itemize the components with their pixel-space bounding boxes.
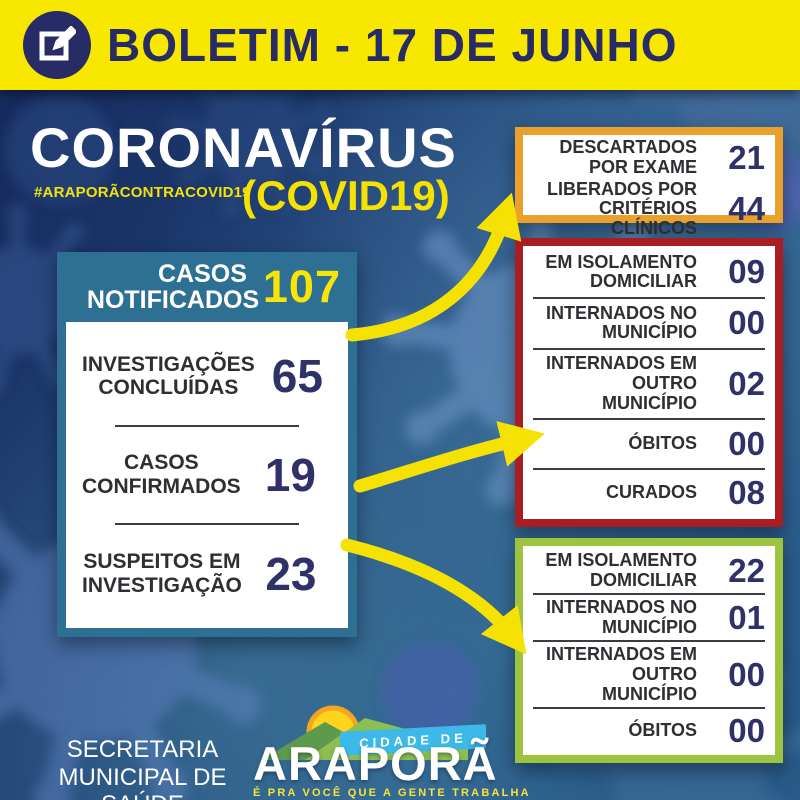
notified-header-label: CASOS NOTIFICADOS: [86, 259, 260, 314]
stat-label: INTERNADOS EM OUTRO MUNICÍPIO: [545, 644, 697, 704]
stat-row: EM ISOLAMENTO DOMICILIAR 09: [523, 252, 775, 294]
stat-label: SUSPEITOS EM INVESTIGAÇÃO: [82, 550, 242, 597]
stat-value: 00: [728, 425, 765, 463]
logo-city-name: ARAPORÃ: [253, 737, 498, 790]
stat-value: 09: [728, 253, 765, 291]
stat-row: ÓBITOS 00: [523, 424, 775, 464]
notified-card-header: CASOS NOTIFICADOS 107: [57, 252, 357, 322]
divider: [533, 707, 765, 710]
stat-row: SUSPEITOS EM INVESTIGAÇÃO 23: [66, 547, 348, 601]
stat-label: INTERNADOS NO MUNICÍPIO: [545, 596, 697, 637]
stat-value: 08: [728, 474, 765, 512]
confirmed-detail-card: EM ISOLAMENTO DOMICILIAR 09 INTERNADOS N…: [515, 238, 783, 527]
stat-label: DESCARTADOS POR EXAME: [559, 137, 697, 177]
suspect-detail-card: EM ISOLAMENTO DOMICILIAR 22 INTERNADOS N…: [515, 538, 783, 763]
city-logo: CIDADE DE ARAPORÃ É PRA VOCÊ QUE A GENTE…: [253, 696, 531, 800]
campaign-hashtag: #ARAPORÃCONTRACOVID19: [34, 184, 251, 201]
stat-value: 65: [271, 350, 323, 403]
page-subtitle: (COVID19): [242, 172, 450, 219]
divider: [115, 523, 299, 526]
top-banner: BOLETIM - 17 DE JUNHO: [0, 0, 800, 90]
stat-value: 19: [264, 448, 316, 501]
stat-value: 21: [728, 138, 765, 176]
stat-value: 00: [728, 304, 765, 342]
stat-row: INVESTIGAÇÕES CONCLUÍDAS 65: [66, 349, 348, 403]
stat-label: INTERNADOS EM OUTRO MUNICÍPIO: [545, 353, 697, 413]
banner-title: BOLETIM - 17 DE JUNHO: [107, 19, 678, 71]
stat-label: INVESTIGAÇÕES CONCLUÍDAS: [82, 352, 255, 400]
stat-value: 00: [728, 655, 765, 693]
department-name: SECRETARIA MUNICIPAL DE SAÚDE: [58, 736, 227, 800]
stat-value: 22: [728, 551, 765, 589]
divider: [533, 593, 765, 596]
notified-header-value: 107: [262, 261, 341, 312]
stat-row: EM ISOLAMENTO DOMICILIAR 22: [523, 550, 775, 592]
divider: [533, 418, 765, 421]
stat-label: ÓBITOS: [628, 720, 697, 741]
stat-value: 01: [728, 598, 765, 636]
stat-row: CURADOS 08: [523, 473, 775, 513]
stat-row: INTERNADOS NO MUNICÍPIO 01: [523, 597, 775, 639]
stat-label: LIBERADOS POR CRITÉRIOS CLÍNICOS: [546, 178, 697, 239]
stat-value: 44: [728, 190, 765, 228]
edit-icon: [23, 11, 91, 79]
stat-label: CURADOS: [605, 482, 697, 503]
divider: [533, 640, 765, 643]
divider: [533, 296, 765, 299]
discarded-card: DESCARTADOS POR EXAME 21 LIBERADOS POR C…: [515, 127, 783, 238]
divider: [533, 347, 765, 350]
stat-row: INTERNADOS EM OUTRO MUNICÍPIO 02: [523, 353, 775, 414]
stat-row: INTERNADOS NO MUNICÍPIO 00: [523, 303, 775, 345]
notified-card-body: INVESTIGAÇÕES CONCLUÍDAS 65 CASOS CONFIR…: [66, 322, 348, 628]
stat-label: CASOS CONFIRMADOS: [82, 451, 241, 498]
stat-label: EM ISOLAMENTO DOMICILIAR: [545, 251, 697, 292]
stat-row: ÓBITOS 00: [523, 711, 775, 751]
stat-value: 02: [728, 365, 765, 403]
stat-row: LIBERADOS POR CRITÉRIOS CLÍNICOS 44: [523, 179, 775, 240]
stat-row: INTERNADOS EM OUTRO MUNICÍPIO 00: [523, 644, 775, 705]
divider: [115, 424, 299, 427]
stat-value: 23: [265, 547, 317, 600]
notified-cases-card: CASOS NOTIFICADOS 107 INVESTIGAÇÕES CONC…: [57, 252, 357, 637]
divider: [533, 467, 765, 470]
stat-label: EM ISOLAMENTO DOMICILIAR: [545, 549, 697, 590]
logo-slogan: É PRA VOCÊ QUE A GENTE TRABALHA: [253, 787, 531, 799]
page-title: CORONAVÍRUS: [30, 116, 457, 179]
stat-label: INTERNADOS NO MUNICÍPIO: [545, 302, 697, 343]
stat-row: DESCARTADOS POR EXAME 21: [523, 137, 775, 179]
stat-label: ÓBITOS: [628, 433, 697, 454]
stat-row: CASOS CONFIRMADOS 19: [66, 448, 348, 502]
stat-value: 00: [728, 712, 765, 750]
